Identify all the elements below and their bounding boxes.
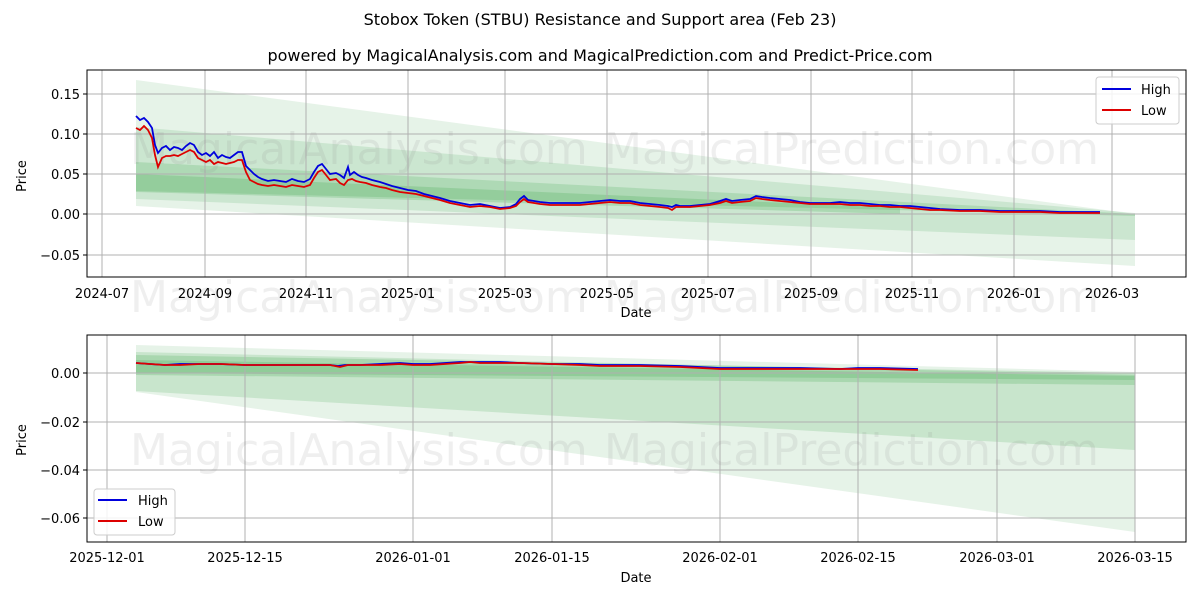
svg-text:−0.05: −0.05	[40, 249, 80, 264]
watermark-magicalprediction: MagicalPrediction.com	[604, 124, 1099, 175]
bottom-x-axis-label: Date	[620, 571, 651, 586]
bottom-y-ticks: 0.00 −0.02 −0.04 −0.06	[40, 367, 87, 527]
bottom-low-line	[135, 361, 919, 371]
top-chart: MagicalAnalysis.com MagicalPrediction.co…	[15, 69, 1187, 323]
legend-high-label: High	[138, 494, 168, 509]
watermark-magicalanalysis: MagicalAnalysis.com	[130, 272, 588, 323]
svg-text:2026-03-01: 2026-03-01	[959, 551, 1035, 566]
svg-text:2025-12-15: 2025-12-15	[207, 551, 283, 566]
svg-text:2026-01-15: 2026-01-15	[514, 551, 590, 566]
svg-text:2026-03: 2026-03	[1085, 287, 1139, 302]
watermark-magicalanalysis: MagicalAnalysis.com	[130, 124, 588, 175]
bottom-support-resistance-bands	[136, 345, 1135, 532]
legend-low-label: Low	[138, 515, 164, 530]
svg-text:−0.02: −0.02	[40, 416, 80, 431]
bottom-y-axis-label: Price	[15, 424, 30, 456]
watermark-magicalprediction: MagicalPrediction.com	[604, 425, 1099, 476]
svg-text:2025-11: 2025-11	[885, 287, 939, 302]
chart-title: Stobox Token (STBU) Resistance and Suppo…	[363, 10, 837, 29]
svg-text:2025-12-01: 2025-12-01	[69, 551, 145, 566]
bottom-chart: MagicalAnalysis.com MagicalPrediction.co…	[15, 334, 1187, 586]
svg-text:2025-07: 2025-07	[681, 287, 735, 302]
svg-text:2026-01-01: 2026-01-01	[375, 551, 451, 566]
svg-text:2024-09: 2024-09	[178, 287, 232, 302]
top-legend: High Low	[1095, 76, 1180, 125]
svg-text:−0.06: −0.06	[40, 512, 80, 527]
svg-text:2026-02-01: 2026-02-01	[682, 551, 758, 566]
svg-text:2026-01: 2026-01	[987, 287, 1041, 302]
bottom-legend: High Low	[93, 488, 176, 536]
top-support-resistance-bands	[136, 80, 1135, 266]
svg-text:2024-11: 2024-11	[279, 287, 333, 302]
svg-text:2026-03-15: 2026-03-15	[1097, 551, 1173, 566]
chart-subtitle: powered by MagicalAnalysis.com and Magic…	[267, 46, 933, 65]
bottom-x-ticks: 2025-12-01 2025-12-15 2026-01-01 2026-01…	[69, 551, 1173, 566]
top-grid	[87, 70, 1186, 277]
watermark-magicalanalysis: MagicalAnalysis.com	[130, 425, 588, 476]
top-y-axis-label: Price	[15, 160, 30, 192]
svg-text:2025-01: 2025-01	[381, 287, 435, 302]
top-low-line	[135, 124, 1100, 214]
svg-text:0.00: 0.00	[51, 208, 80, 223]
top-x-axis-label: Date	[620, 306, 651, 321]
svg-text:0.00: 0.00	[51, 367, 80, 382]
top-y-ticks: 0.15 0.10 0.05 0.00 −0.05	[40, 88, 87, 264]
svg-text:2026-02-15: 2026-02-15	[820, 551, 896, 566]
legend-low-label: Low	[1141, 104, 1167, 119]
watermark-magicalprediction: MagicalPrediction.com	[604, 272, 1099, 323]
svg-text:2025-09: 2025-09	[784, 287, 838, 302]
svg-text:2025-05: 2025-05	[580, 287, 634, 302]
svg-text:0.15: 0.15	[51, 88, 80, 103]
bottom-axes-frame	[86, 334, 1187, 543]
svg-text:2024-07: 2024-07	[75, 287, 129, 302]
bottom-grid	[87, 335, 1186, 542]
svg-text:0.05: 0.05	[51, 168, 80, 183]
svg-text:0.10: 0.10	[51, 128, 80, 143]
top-x-ticks: 2024-07 2024-09 2024-11 2025-01 2025-03 …	[75, 287, 1139, 302]
svg-text:2025-03: 2025-03	[478, 287, 532, 302]
legend-high-label: High	[1141, 83, 1171, 98]
svg-text:−0.04: −0.04	[40, 464, 80, 479]
top-high-line	[135, 115, 1100, 213]
